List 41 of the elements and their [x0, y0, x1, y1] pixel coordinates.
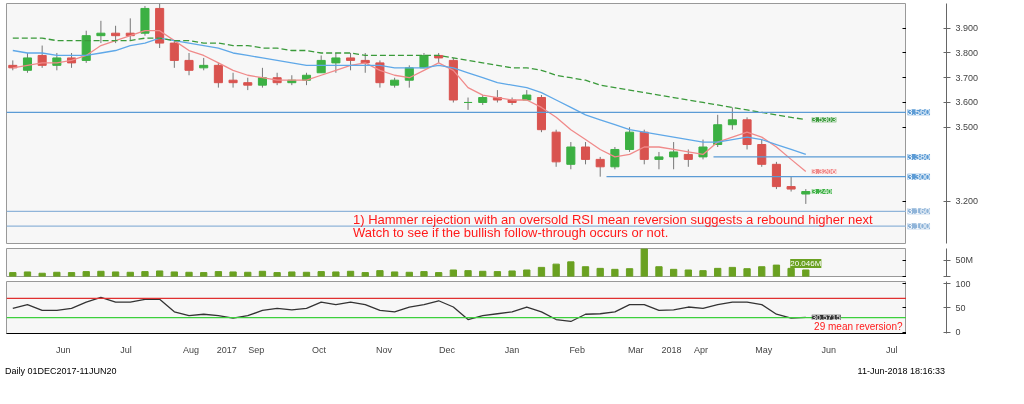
- data-label: 20.046M: [790, 258, 822, 268]
- x-tick-label: 2017: [216, 344, 237, 355]
- x-tick-label: Mar: [628, 344, 644, 355]
- annotation: 29 mean reversion?: [814, 321, 903, 333]
- annotation: Watch to see if the bullish follow-through occurs or not.: [353, 225, 669, 241]
- y-tick-label: 50M: [955, 255, 974, 266]
- data-label: 3.560: [907, 107, 931, 118]
- x-tick-label: 2018: [661, 344, 682, 355]
- y-tick-label: 3.600: [955, 97, 979, 108]
- x-tick-label: May: [755, 344, 773, 355]
- y-tick-label: 3.500: [955, 122, 979, 133]
- y-tick-label: 100: [955, 278, 971, 289]
- y-tick-label: 3.200: [955, 196, 979, 207]
- y-tick-label: 0: [955, 327, 961, 338]
- x-tick-label: Nov: [376, 344, 393, 355]
- y-tick-label: 3.700: [955, 72, 979, 83]
- annotation: 1) Hammer rejection with an oversold RSI mean reversion suggests a rebound higher next: [353, 212, 873, 227]
- x-tick-label: Aug: [183, 344, 200, 355]
- x-tick-label: Jun: [55, 344, 71, 355]
- data-label: 3.5303: [811, 115, 837, 125]
- data-label: 30.5715: [811, 312, 842, 322]
- data-label: 3.3206: [811, 167, 837, 177]
- x-tick-label: Jul: [886, 344, 898, 355]
- text: Daily 01DEC2017-11JUN20: [5, 365, 118, 378]
- y-tick-label: 50: [955, 302, 966, 313]
- text: 3.240: [811, 187, 832, 197]
- x-tick-label: Apr: [693, 344, 708, 355]
- y-tick-label: 3.900: [955, 23, 979, 34]
- x-tick-label: Dec: [439, 344, 456, 355]
- x-tick-label: Jun: [821, 344, 837, 355]
- data-label: 3.380: [907, 151, 931, 162]
- data-label: 3.100: [907, 221, 931, 232]
- text: 11-Jun-2018 18:16:33: [856, 365, 945, 378]
- x-tick-label: Jul: [120, 344, 132, 355]
- data-label: 3.160: [907, 206, 931, 217]
- x-tick-label: Jan: [504, 344, 520, 355]
- x-tick-label: Oct: [312, 344, 327, 355]
- x-tick-label: Feb: [569, 344, 585, 355]
- data-label: 3.300: [907, 171, 931, 182]
- x-tick-label: Sep: [248, 344, 265, 355]
- y-tick-label: 3.800: [955, 47, 979, 58]
